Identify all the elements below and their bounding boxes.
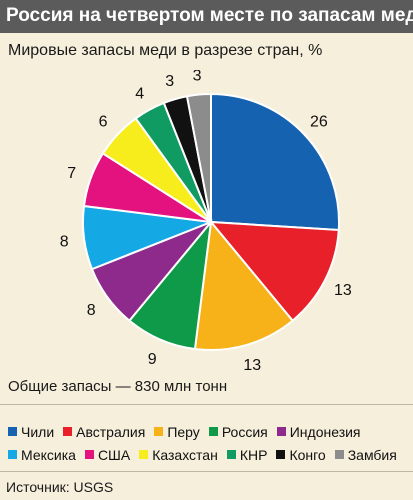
legend-item: Россия (208, 423, 268, 440)
legend-row: Мексика США Казахстан КНР Конго Замбия (8, 446, 406, 463)
slice-value-label: 3 (193, 70, 202, 85)
pie-slice-10 (185, 92, 212, 223)
legend-label: Замбия (347, 446, 397, 463)
legend-swatch (139, 450, 149, 459)
title-bar: Россия на четвертом месте по запасам мед… (0, 0, 413, 33)
legend-swatch (8, 427, 17, 436)
legend-label: Казахстан (152, 446, 218, 463)
legend-row: Чили Австралия Перу Россия Индонезия (8, 423, 370, 440)
slice-value-label: 6 (99, 114, 108, 131)
legend-item: Конго (276, 446, 326, 463)
legend-label: Мексика (21, 446, 76, 463)
slice-value-label: 9 (148, 351, 157, 368)
slice-value-label: 26 (310, 114, 328, 131)
total-reserves-note: Общие запасы — 830 млн тонн (8, 378, 228, 395)
slice-value-label: 8 (87, 302, 96, 319)
chart-subtitle: Мировые запасы меди в разрезе стран, % (8, 42, 323, 59)
legend-item: Казахстан (139, 447, 218, 463)
legend-swatch (334, 450, 344, 459)
legend-item: Перу (154, 423, 200, 440)
legend-item: Индонезия (276, 423, 361, 440)
legend-label: КНР (239, 446, 268, 463)
legend-label: Перу (167, 423, 200, 440)
pie-slice-1 (208, 220, 340, 323)
pie-chart: 26 13 13 9 8 8 7 6 4 3 3 (60, 70, 352, 374)
legend-label: Конго (289, 446, 326, 463)
divider (0, 471, 413, 472)
slice-value-label: 7 (67, 165, 76, 182)
legend-swatch (154, 427, 164, 436)
legend-item: Чили (8, 424, 54, 440)
legend-item: Мексика (8, 447, 76, 463)
legend-label: Россия (221, 423, 268, 440)
source-note: Источник: USGS (6, 479, 114, 495)
legend-item: Австралия (63, 424, 145, 440)
legend-label: Индонезия (289, 423, 361, 440)
slice-value-label: 3 (165, 73, 174, 90)
slice-value-label: 4 (135, 85, 144, 102)
pie-slice-2 (193, 219, 294, 351)
legend-label: США (97, 446, 131, 463)
slice-value-label: 13 (334, 282, 352, 299)
page-title: Россия на четвертом месте по запасам мед… (6, 5, 413, 26)
legend-swatch (8, 450, 17, 459)
legend-item: Замбия (334, 446, 397, 463)
pie-slice-0 (210, 92, 340, 232)
slice-value-label: 8 (60, 234, 69, 251)
legend-label: Австралия (76, 423, 146, 440)
legend-item: США (84, 446, 131, 463)
legend-swatch (63, 427, 73, 436)
legend-swatch (84, 450, 94, 459)
divider (0, 404, 413, 405)
slice-value-label: 13 (243, 357, 261, 374)
legend-swatch (208, 427, 218, 436)
legend-swatch (276, 450, 286, 459)
legend-item: КНР (226, 446, 268, 463)
legend-swatch (276, 427, 286, 436)
legend-label: Чили (21, 423, 55, 440)
legend-swatch (226, 450, 236, 459)
